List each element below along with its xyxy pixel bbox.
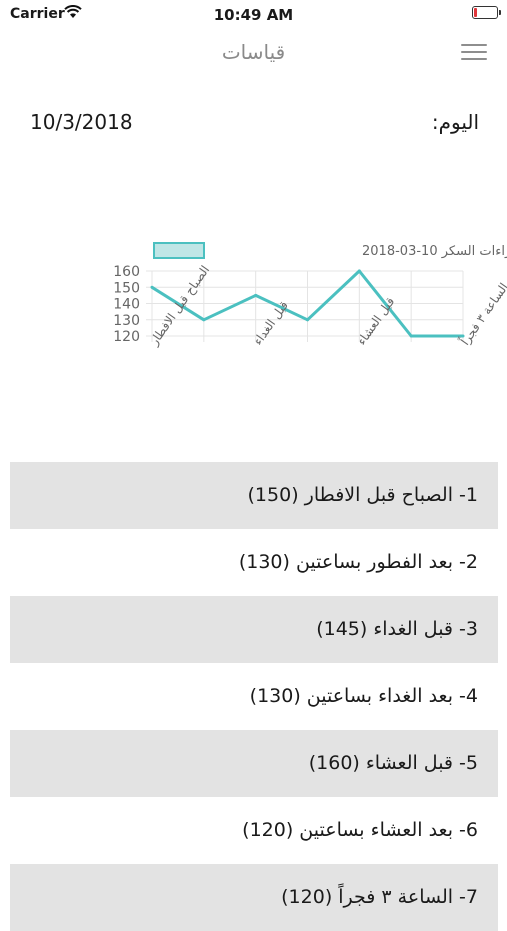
legend-label: قراءات السكر 10-03-2018 [362,244,507,259]
list-item[interactable]: 2- بعد الفطور بساعتين (130) [10,529,498,596]
data-point [151,286,154,289]
battery-icon [472,6,498,19]
legend-swatch [154,243,204,258]
date-label: اليوم: [432,110,479,134]
list-item[interactable]: 1- الصباح قبل الافطار (150) [10,462,498,529]
x-tick-label: قبل الغداء [251,298,291,347]
x-tick-label: قبل العشاء [354,295,397,348]
x-tick-label: الساعة ٣ فجراً [456,279,507,348]
list-item[interactable]: 5- قبل العشاء (160) [10,730,498,797]
hamburger-icon[interactable] [461,44,487,62]
y-tick-label: 160 [113,264,140,280]
status-time: 10:49 AM [0,6,507,24]
readings-list: 1- الصباح قبل الافطار (150) 2- بعد الفطور… [10,462,498,931]
y-tick-label: 120 [113,329,140,345]
data-point [358,270,361,273]
y-tick-label: 150 [113,280,140,296]
y-tick-label: 130 [113,313,140,329]
y-tick-label: 140 [113,297,140,313]
list-item[interactable]: 7- الساعة ٣ فجراً (120) [10,864,498,931]
date-row: 10/3/2018 اليوم: [0,106,507,140]
data-point [306,318,309,321]
nav-bar: قياسات [0,28,507,76]
date-value: 10/3/2018 [30,110,133,134]
list-item[interactable]: 4- بعد الغداء بساعتين (130) [10,663,498,730]
data-point [202,318,205,321]
data-point [254,294,257,297]
list-item[interactable]: 3- قبل الغداء (145) [10,596,498,663]
data-point [410,335,413,338]
page-title: قياسات [0,40,507,64]
status-bar: Carrier 10:49 AM [0,0,507,28]
battery-level [474,8,477,17]
list-item[interactable]: 6- بعد العشاء بساعتين (120) [10,797,498,864]
